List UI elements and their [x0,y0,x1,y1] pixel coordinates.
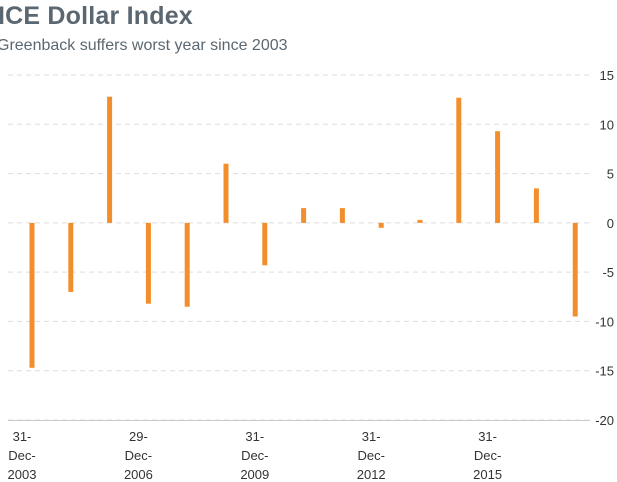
bar-2014 [456,97,462,223]
bar-2006 [145,222,151,304]
x-tick-label: 31-Dec-2015 [473,429,502,482]
bar-2011 [339,208,345,223]
bar-2012 [378,222,384,228]
bar-2009 [262,222,268,266]
y-tick-label: -5 [602,265,614,280]
chart-title: ICE Dollar Index [0,2,193,30]
bar-2015 [495,131,501,223]
bar-2008 [223,163,229,223]
y-axis: 15 10 5 0 -5 -10 -15 -20 [595,68,614,428]
x-tick-label: 29-Dec-2006 [124,429,153,482]
bar-2013 [417,219,423,223]
chart-subtitle: Greenback suffers worst year since 2003 [0,37,288,54]
bar-2004 [68,222,74,292]
bar-2005 [107,96,113,223]
y-tick-label: -15 [595,364,614,379]
x-tick-label: 31-Dec-2012 [357,429,386,482]
bar-2003 [29,222,35,368]
y-tick-label: -20 [595,413,614,428]
y-tick-label: 15 [600,68,614,83]
bar-2007 [184,222,190,307]
x-tick-label: 31-Dec-2009 [240,429,269,482]
y-tick-label: 5 [607,167,614,182]
x-axis: 31-Dec-2003 29-Dec-2006 31-Dec-2009 31-Dec-… [8,420,590,482]
y-tick-label: 0 [607,216,614,231]
bars [29,96,578,368]
x-tick-label: 31-Dec-2003 [8,429,37,482]
gridlines [8,74,590,421]
bar-2010 [301,208,307,223]
y-tick-label: 10 [600,117,614,132]
bar-2016 [533,188,539,223]
y-tick-label: -10 [595,314,614,329]
bar-2017 [572,222,578,317]
